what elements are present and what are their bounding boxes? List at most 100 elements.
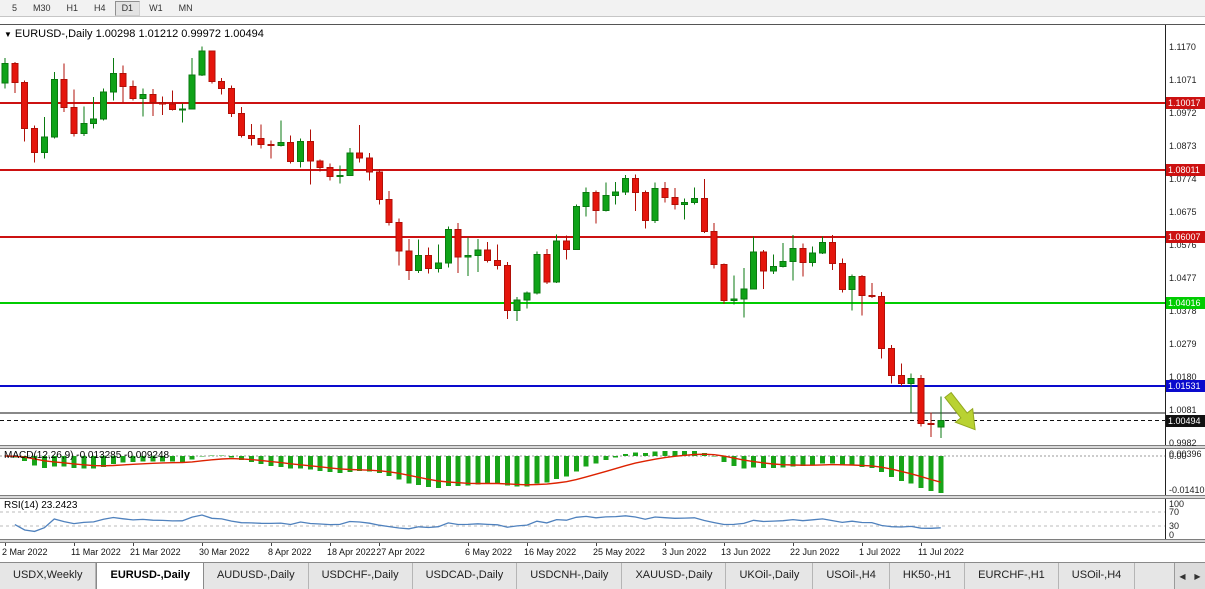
timeframe-button-d1[interactable]: D1 bbox=[114, 0, 141, 16]
candle bbox=[168, 103, 176, 110]
candle bbox=[838, 263, 846, 291]
candle bbox=[868, 294, 876, 297]
main-chart-pane[interactable]: ▼ EURUSD-,Daily 1.00298 1.01212 0.99972 1… bbox=[0, 25, 1166, 445]
candle bbox=[247, 134, 255, 140]
candle bbox=[809, 252, 817, 264]
candle bbox=[356, 152, 364, 159]
price-tick: 0.9982 bbox=[1169, 438, 1197, 448]
rsi-name: RSI(14) bbox=[4, 500, 39, 511]
macd-pane[interactable]: MACD(12,26,9) -0.013285 -0.009248 bbox=[0, 449, 1166, 495]
candle bbox=[769, 266, 777, 272]
candle bbox=[700, 197, 708, 232]
price-tick: 1.0378 bbox=[1169, 306, 1197, 316]
candle bbox=[691, 197, 698, 204]
rsi-pane[interactable]: RSI(14) 23.2423 bbox=[0, 499, 1166, 539]
candle bbox=[878, 295, 886, 350]
candle bbox=[40, 136, 48, 154]
candle bbox=[405, 250, 413, 272]
chart-tab-strip: USDX,Weekly EURUSD-,Daily AUDUSD-,Daily USD… bbox=[0, 563, 1174, 589]
candle bbox=[60, 78, 68, 108]
timeframe-button-h1[interactable]: H1 bbox=[66, 2, 79, 13]
rsi-axis[interactable]: 100 70 30 0 bbox=[1166, 499, 1205, 540]
price-tick: 1.0279 bbox=[1169, 339, 1197, 349]
timeframe-button-w1[interactable]: W1 bbox=[149, 2, 163, 13]
candle bbox=[228, 88, 236, 114]
chart-tab-usoil-h4[interactable]: USOil-,H4 bbox=[1058, 563, 1136, 589]
timeframe-button-5[interactable]: 5 bbox=[12, 2, 18, 13]
date-axis[interactable]: 2 Mar 2022 11 Mar 2022 21 Mar 2022 30 Mar 2… bbox=[0, 543, 1205, 562]
chart-tab-eurusd-daily[interactable]: EURUSD-,Daily bbox=[96, 563, 204, 589]
candle bbox=[336, 174, 344, 178]
candlestick-chart[interactable] bbox=[0, 25, 1165, 445]
candle bbox=[789, 247, 797, 262]
date-tick bbox=[467, 543, 469, 546]
chart-tab-usdx-weekly[interactable]: USDX,Weekly bbox=[0, 563, 97, 589]
pane-splitter[interactable] bbox=[0, 445, 1205, 449]
chart-tab-xauusd-daily[interactable]: XAUUSD-,Daily bbox=[622, 563, 727, 589]
timeframe-button-h4[interactable]: H4 bbox=[94, 2, 106, 13]
candle bbox=[503, 265, 511, 312]
candle bbox=[188, 74, 196, 110]
price-tick: 1.0972 bbox=[1169, 108, 1197, 118]
candle bbox=[425, 254, 433, 270]
chart-title: ▼ EURUSD-,Daily 1.00298 1.01212 0.99972 1… bbox=[4, 28, 264, 40]
chart-tab-eurchf-h1[interactable]: EURCHF-,H1 bbox=[965, 563, 1059, 589]
candle bbox=[671, 196, 679, 206]
candle bbox=[612, 191, 620, 197]
chart-tab-usdcad-daily[interactable]: USDCAD-,Daily bbox=[412, 563, 518, 589]
date-tick bbox=[921, 543, 923, 546]
macd-axis-label: -0.01410 bbox=[1169, 485, 1205, 495]
candle bbox=[306, 140, 314, 162]
timeframe-button-mn[interactable]: MN bbox=[178, 2, 193, 13]
price-tick: 1.1170 bbox=[1169, 42, 1196, 52]
price-tick: 1.0477 bbox=[1169, 273, 1197, 283]
pane-splitter[interactable] bbox=[0, 495, 1205, 499]
chart-tab-usdcnh-daily[interactable]: USDCNH-,Daily bbox=[517, 563, 623, 589]
date-label: 11 Jul 2022 bbox=[918, 547, 964, 557]
candle bbox=[218, 80, 226, 90]
candle bbox=[740, 288, 748, 300]
symbol-dropdown-icon[interactable]: ▼ bbox=[4, 30, 12, 39]
candle bbox=[70, 106, 78, 134]
candle bbox=[50, 78, 58, 138]
candle bbox=[277, 142, 285, 146]
tab-scroll-right-icon[interactable]: ▶ bbox=[1194, 571, 1201, 581]
candle bbox=[464, 254, 472, 258]
chart-tab-hk50-h1[interactable]: HK50-,H1 bbox=[889, 563, 966, 589]
price-axis[interactable]: 1.1170 1.1071 1.0972 1.0873 1.0774 1.0675 1.05… bbox=[1166, 25, 1205, 448]
candle bbox=[888, 348, 895, 377]
ohlc-low: 0.99972 bbox=[181, 28, 222, 40]
candle bbox=[434, 262, 442, 270]
candle bbox=[553, 240, 561, 283]
tab-scroll-left-icon[interactable]: ◀ bbox=[1179, 571, 1186, 581]
candle bbox=[444, 229, 452, 264]
rsi-axis-label: 30 bbox=[1169, 521, 1180, 532]
timeframe-button-m30[interactable]: M30 bbox=[33, 2, 51, 13]
chart-tab-ukoil-daily[interactable]: UKOil-,Daily bbox=[726, 563, 814, 589]
date-tick bbox=[379, 543, 381, 546]
candle bbox=[897, 375, 905, 385]
candle bbox=[494, 259, 501, 267]
macd-name: MACD(12,26,9) bbox=[4, 450, 74, 461]
candle bbox=[543, 253, 551, 283]
arrow-annotation[interactable] bbox=[939, 388, 983, 436]
chart-tab-usoil-h4[interactable]: USOil-,H4 bbox=[813, 563, 890, 589]
macd-axis[interactable]: 0.00396 0.00 -0.01410 bbox=[1166, 449, 1205, 495]
chart-tab-usdchf-daily[interactable]: USDCHF-,Daily bbox=[308, 563, 413, 589]
candle bbox=[149, 93, 157, 103]
date-label: 3 Jun 2022 bbox=[661, 547, 707, 557]
candle bbox=[484, 249, 492, 261]
macd-signal-line bbox=[4, 453, 941, 486]
pane-splitter[interactable] bbox=[0, 539, 1205, 543]
candle bbox=[750, 251, 758, 290]
date-label: 1 Jul 2022 bbox=[858, 547, 901, 557]
candle bbox=[927, 423, 935, 426]
chart-tab-audusd-daily[interactable]: AUDUSD-,Daily bbox=[203, 563, 309, 589]
date-tick bbox=[5, 543, 6, 546]
price-tick: 1.0873 bbox=[1169, 141, 1197, 151]
chart-top-frame bbox=[0, 24, 1205, 25]
price-level-box: 1.10017 bbox=[1166, 97, 1205, 110]
date-label: 8 Apr 2022 bbox=[267, 547, 312, 557]
candle bbox=[858, 275, 866, 296]
